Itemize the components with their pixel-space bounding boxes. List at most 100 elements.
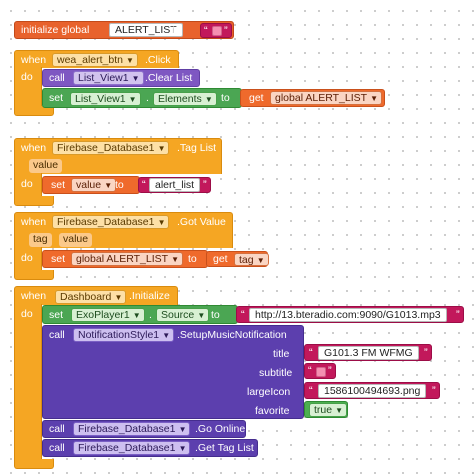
event-foot <box>14 196 54 206</box>
initialize-global-block[interactable]: initialize global ALERT_LIST to “ ” <box>14 21 234 39</box>
to-keyword: to <box>188 253 197 265</box>
property-dropdown[interactable]: Elements ▼ <box>153 92 217 106</box>
get-global-alert-list[interactable]: get global ALERT_LIST ▼ <box>240 89 385 107</box>
event-name: .Initialize <box>129 290 170 302</box>
event-name: .Tag List <box>177 142 217 154</box>
component-dropdown[interactable]: Firebase_Database1 ▼ <box>73 422 191 436</box>
text-title[interactable]: “ G101.3 FM WFMG ” <box>304 344 432 361</box>
call-setup-music-notification[interactable]: call NotificationStyle1 ▼ .SetupMusicNoti… <box>42 325 304 419</box>
set-keyword: set <box>49 309 64 321</box>
event-param-value[interactable]: value <box>59 233 93 247</box>
arg-subtitle-label: subtitle <box>259 367 293 379</box>
when-keyword: when <box>21 216 47 228</box>
call-list-view-clear[interactable]: call List_View1 ▼ .Clear List <box>42 69 200 87</box>
method-name: .Clear List <box>145 72 193 84</box>
method-name: .SetupMusicNotification <box>177 329 287 341</box>
component-dropdown[interactable]: List_View1 ▼ <box>73 71 144 85</box>
text-alert-list-block[interactable]: “ alert_list ” <box>138 177 211 193</box>
chevron-down-icon: ▼ <box>131 74 140 83</box>
component-dropdown[interactable]: Firebase_Database1 ▼ <box>73 441 191 455</box>
quote-open: “ <box>142 179 146 191</box>
when-keyword: when <box>21 290 47 302</box>
call-keyword: call <box>49 72 65 84</box>
text-value[interactable]: http://13.bteradio.com:9090/G1013.mp3 <box>249 308 447 322</box>
call-keyword: call <box>49 442 65 454</box>
chevron-down-icon: ▼ <box>370 94 379 103</box>
variable-dropdown[interactable]: global ALERT_LIST ▼ <box>270 91 383 105</box>
set-keyword: set <box>49 92 64 104</box>
event-param-tag[interactable]: tag <box>29 233 52 247</box>
to-keyword: to <box>172 24 181 36</box>
set-list-view-elements[interactable]: set List_View1 ▼ . Elements ▼ to <box>42 88 242 108</box>
empty-text-value[interactable] <box>316 367 326 377</box>
chevron-down-icon: ▼ <box>104 181 113 190</box>
variable-dropdown[interactable]: tag ▼ <box>234 253 269 266</box>
chevron-down-icon: ▼ <box>128 95 137 104</box>
event-dashboard-initialize[interactable]: when Dashboard ▼ .Initialize <box>14 286 178 305</box>
set-exoplayer-source[interactable]: set ExoPlayer1 ▼ . Source ▼ to <box>42 305 238 324</box>
arg-largeicon-label: largeIcon <box>247 386 291 398</box>
call-firebase-go-online[interactable]: call Firebase_Database1 ▼ .Go Online <box>42 420 246 438</box>
event-firebase-tag-list[interactable]: when Firebase_Database1 ▼ .Tag List value <box>14 138 222 174</box>
get-tag-block[interactable]: get tag ▼ <box>206 251 269 267</box>
chevron-down-icon: ▼ <box>157 144 166 153</box>
component-dropdown[interactable]: ExoPlayer1 ▼ <box>71 308 145 322</box>
get-keyword: get <box>213 253 228 265</box>
boolean-favorite[interactable]: true ▼ <box>304 401 348 418</box>
do-keyword: do <box>21 308 33 320</box>
set-global-alert-list[interactable]: set global ALERT_LIST ▼ to <box>42 250 208 268</box>
quote-open: “ <box>309 347 313 359</box>
to-keyword: to <box>211 309 220 321</box>
quote-close: ” <box>203 179 207 191</box>
event-name: .Got Value <box>177 216 226 228</box>
quote-close: ” <box>456 309 460 321</box>
do-keyword: do <box>21 252 33 264</box>
dot-separator: . <box>146 92 149 104</box>
text-value[interactable]: G101.3 FM WFMG <box>318 346 419 360</box>
quote-open: “ <box>241 309 245 321</box>
variable-dropdown[interactable]: global ALERT_LIST ▼ <box>71 252 184 266</box>
method-name: .Get Tag List <box>195 442 254 454</box>
event-wea-alert-btn-click[interactable]: when wea_alert_btn ▼ .Click <box>14 50 179 68</box>
text-largeicon[interactable]: “ 1586100494693.png ” <box>304 382 440 399</box>
component-dropdown[interactable]: Firebase_Database1 ▼ <box>52 215 170 229</box>
chevron-down-icon: ▼ <box>132 311 141 320</box>
component-dropdown[interactable]: Firebase_Database1 ▼ <box>52 141 170 155</box>
empty-text-value[interactable] <box>212 26 222 36</box>
event-foot <box>14 270 54 280</box>
variable-dropdown[interactable]: value ▼ <box>71 178 117 192</box>
set-value-block[interactable]: set value ▼ to <box>42 176 140 194</box>
quote-close: ” <box>424 347 428 359</box>
chevron-down-icon: ▼ <box>204 95 213 104</box>
text-value[interactable]: alert_list <box>149 178 201 192</box>
component-dropdown[interactable]: NotificationStyle1 ▼ <box>73 328 175 342</box>
event-body-rail: do <box>14 304 42 460</box>
to-keyword: to <box>221 92 230 104</box>
to-keyword: to <box>115 179 124 191</box>
event-param-value[interactable]: value <box>29 159 63 173</box>
component-dropdown[interactable]: Dashboard ▼ <box>55 290 127 304</box>
call-firebase-get-tag-list[interactable]: call Firebase_Database1 ▼ .Get Tag List <box>42 439 258 457</box>
set-keyword: set <box>51 179 66 191</box>
do-keyword: do <box>21 71 33 83</box>
get-keyword: get <box>249 92 264 104</box>
empty-text-block[interactable]: “ ” <box>200 23 232 38</box>
text-subtitle[interactable]: “ ” <box>304 363 336 379</box>
when-keyword: when <box>21 142 47 154</box>
event-body-rail: do <box>14 173 42 197</box>
arg-title-label: title <box>273 348 290 360</box>
initialize-global-keyword: initialize global <box>21 24 90 36</box>
text-value[interactable]: 1586100494693.png <box>318 384 427 398</box>
quote-open: “ <box>204 25 208 37</box>
property-dropdown[interactable]: Source ▼ <box>156 308 210 322</box>
event-firebase-got-value[interactable]: when Firebase_Database1 ▼ .Got Value tag … <box>14 212 233 248</box>
component-dropdown[interactable]: wea_alert_btn ▼ <box>52 53 138 67</box>
chevron-down-icon: ▼ <box>162 331 171 340</box>
chevron-down-icon: ▼ <box>335 406 344 415</box>
global-var-name-field[interactable]: ALERT_LIST <box>109 23 183 37</box>
component-dropdown[interactable]: List_View1 ▼ <box>70 92 141 106</box>
text-source-url[interactable]: “ http://13.bteradio.com:9090/G1013.mp3 … <box>236 306 464 323</box>
quote-open: “ <box>308 365 312 377</box>
chevron-down-icon: ▼ <box>197 311 206 320</box>
boolean-dropdown[interactable]: true ▼ <box>309 403 348 417</box>
